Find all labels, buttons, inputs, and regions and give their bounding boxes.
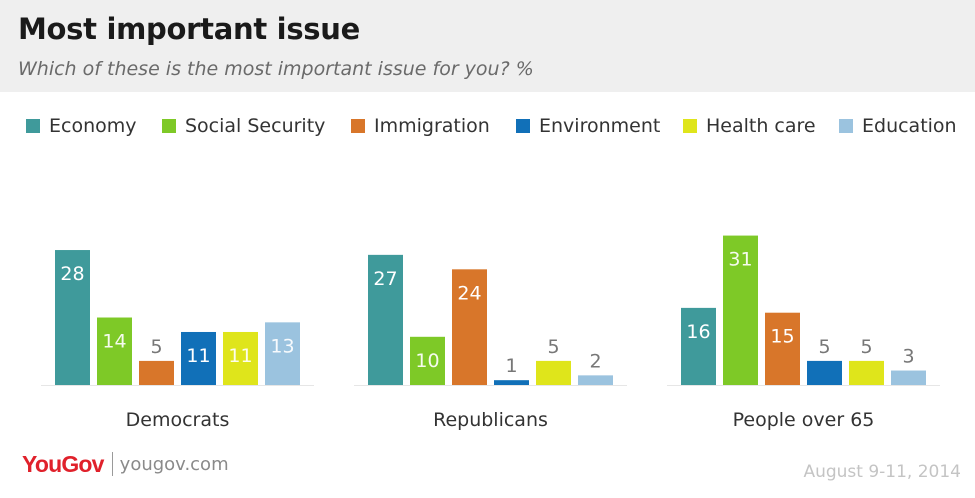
legend-swatch-health-care	[683, 119, 697, 133]
data-label: 5	[150, 336, 162, 358]
bar	[536, 360, 571, 385]
legend-label: Education	[862, 115, 957, 137]
bar	[681, 307, 716, 385]
bar	[265, 322, 300, 385]
bar	[849, 360, 884, 385]
brand: YouGov yougov.com	[22, 450, 229, 478]
data-label: 11	[228, 345, 252, 367]
bar	[807, 360, 842, 385]
legend-item-economy: Economy	[26, 113, 137, 139]
legend-item-social-security: Social Security	[162, 113, 325, 139]
data-label: 3	[902, 346, 914, 368]
legend-swatch-economy	[26, 119, 40, 133]
legend-swatch-social-security	[162, 119, 176, 133]
category-label: People over 65	[733, 409, 875, 431]
category-label: Democrats	[126, 409, 230, 431]
data-label: 2	[589, 350, 601, 372]
bar	[55, 250, 90, 385]
legend-item-immigration: Immigration	[351, 113, 490, 139]
data-label: 5	[547, 336, 559, 358]
chart-title: Most important issue	[18, 12, 360, 46]
bar	[410, 336, 445, 385]
legend-item-education: Education	[839, 113, 957, 139]
data-label: 10	[415, 350, 439, 372]
legend-item-health-care: Health care	[683, 113, 816, 139]
bar	[765, 312, 800, 385]
bar	[578, 375, 613, 385]
bar	[223, 331, 258, 385]
bar	[139, 360, 174, 385]
legend-swatch-immigration	[351, 119, 365, 133]
category-label: Republicans	[433, 409, 548, 431]
data-label: 31	[728, 249, 752, 271]
chart-header: Most important issue Which of these is t…	[0, 0, 975, 92]
data-label: 27	[373, 268, 397, 290]
legend-label: Immigration	[374, 115, 490, 137]
data-label: 28	[60, 263, 84, 285]
brand-url: yougov.com	[119, 453, 229, 475]
legend-swatch-environment	[516, 119, 530, 133]
bar	[97, 317, 132, 385]
data-label: 5	[860, 336, 872, 358]
legend: Economy Social Security Immigration Envi…	[26, 113, 971, 139]
legend-swatch-education	[839, 119, 853, 133]
bar	[368, 254, 403, 385]
legend-item-environment: Environment	[516, 113, 660, 139]
data-label: 11	[186, 345, 210, 367]
bar	[181, 331, 216, 385]
data-label: 24	[457, 282, 481, 304]
bar	[723, 235, 758, 385]
legend-label: Social Security	[185, 115, 326, 137]
legend-label: Environment	[539, 115, 661, 137]
survey-date: August 9-11, 2014	[803, 462, 961, 482]
data-label: 14	[102, 331, 126, 353]
bar	[891, 370, 926, 385]
brand-divider	[111, 452, 113, 476]
data-label: 15	[770, 326, 794, 348]
bar	[452, 269, 487, 385]
chart-subtitle: Which of these is the most important iss…	[18, 58, 534, 80]
data-label: 1	[505, 355, 517, 377]
legend-label: Health care	[706, 115, 816, 137]
bar	[494, 380, 529, 385]
yougov-logo: YouGov	[22, 450, 104, 477]
data-label: 5	[818, 336, 830, 358]
legend-label: Economy	[49, 115, 137, 137]
data-label: 16	[686, 321, 710, 343]
data-label: 13	[270, 335, 294, 357]
